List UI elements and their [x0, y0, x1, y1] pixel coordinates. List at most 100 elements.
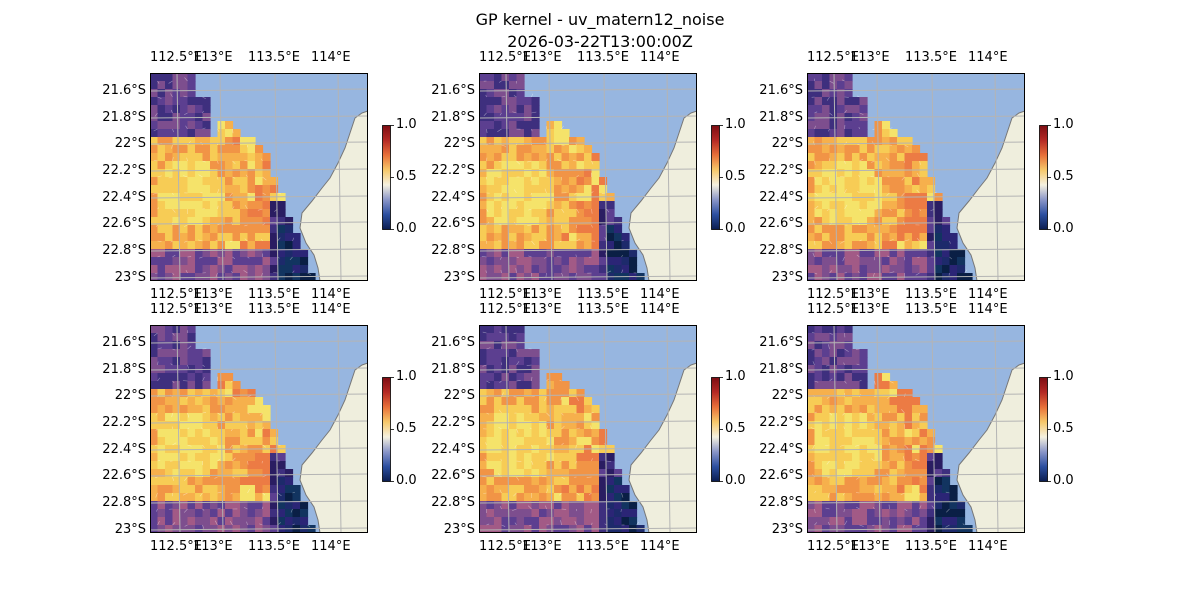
lat-tick-label: 22.6°S [102, 216, 146, 231]
lon-tick-label: 113.5°E [905, 302, 957, 317]
lat-tick-label: 22.4°S [102, 442, 146, 457]
lon-tick-label: 114°E [311, 287, 351, 302]
lat-tick-label: 22.8°S [431, 243, 475, 258]
lat-tick-label: 21.6°S [102, 335, 146, 350]
lon-tick-label: 112.5°E [479, 302, 531, 317]
lat-tick-label: 22°S [443, 388, 475, 403]
lon-tick-label: 112.5°E [807, 287, 859, 302]
lat-tick-label: 22.4°S [759, 190, 803, 205]
lon-tick-label: 114°E [640, 287, 680, 302]
lon-tick-label: 113°E [193, 302, 233, 317]
lon-tick-label: 113°E [850, 302, 890, 317]
lon-tick-label: 113°E [850, 50, 890, 65]
lat-tick-label: 23°S [114, 522, 146, 537]
colorbar-tick-label: 0.0 [1053, 221, 1074, 236]
lat-tick-label: 22.4°S [759, 442, 803, 457]
lon-tick-label: 113.5°E [905, 539, 957, 554]
lat-tick-label: 23°S [443, 270, 475, 285]
lat-tick-label: 22.6°S [431, 468, 475, 483]
lat-tick-label: 22.6°S [759, 468, 803, 483]
colorbar-tick-label: 0.5 [1053, 421, 1074, 436]
colorbar [382, 377, 394, 482]
lat-tick-label: 22°S [771, 136, 803, 151]
lon-tick-label: 112.5°E [479, 287, 531, 302]
lon-tick-label: 112.5°E [479, 539, 531, 554]
lon-tick-label: 113°E [522, 302, 562, 317]
map-frame [479, 73, 697, 281]
lon-tick-label: 113°E [522, 287, 562, 302]
colorbar-tick-label: 1.0 [396, 117, 417, 132]
colorbar-tick-label: 1.0 [725, 369, 746, 384]
lon-tick-label: 113.5°E [248, 302, 300, 317]
map-frame [479, 325, 697, 533]
colorbar-gradient [711, 125, 720, 230]
lat-tick-label: 22.8°S [102, 495, 146, 510]
velocity-arrows [481, 80, 637, 278]
lat-tick-label: 22.6°S [102, 468, 146, 483]
map-frame [807, 73, 1025, 281]
lat-tick-label: 23°S [771, 270, 803, 285]
lon-tick-label: 113°E [850, 287, 890, 302]
velocity-arrows [810, 332, 965, 528]
lon-tick-label: 112.5°E [807, 302, 859, 317]
colorbar-tick-label: 1.0 [1053, 369, 1074, 384]
map-plot [149, 72, 369, 282]
lon-tick-label: 114°E [968, 287, 1008, 302]
lon-tick-label: 113.5°E [577, 50, 629, 65]
lat-tick-label: 22.2°S [102, 415, 146, 430]
lon-tick-label: 113.5°E [905, 50, 957, 65]
colorbar-tick-label: 0.0 [725, 473, 746, 488]
graticule [478, 324, 698, 534]
colorbar-tick-label: 0.0 [1053, 473, 1074, 488]
lon-tick-label: 113°E [193, 50, 233, 65]
figure-title: GP kernel - uv_matern12_noise [475, 10, 725, 29]
lat-tick-label: 22.6°S [759, 216, 803, 231]
panel-6 [806, 324, 1026, 534]
panel-2 [478, 72, 698, 282]
lat-tick-label: 22°S [114, 136, 146, 151]
lat-tick-label: 22.4°S [102, 190, 146, 205]
panel-4 [149, 324, 369, 534]
lon-tick-label: 112.5°E [150, 539, 202, 554]
lat-tick-label: 21.6°S [431, 83, 475, 98]
lat-tick-label: 22.2°S [431, 163, 475, 178]
lat-tick-label: 22°S [443, 136, 475, 151]
lat-tick-label: 21.8°S [759, 110, 803, 125]
graticule [478, 72, 698, 282]
lat-tick-label: 23°S [771, 522, 803, 537]
map-plot [478, 324, 698, 534]
lon-tick-label: 112.5°E [807, 539, 859, 554]
colorbar-tick-label: 0.5 [396, 169, 417, 184]
lat-tick-label: 22°S [114, 388, 146, 403]
lat-tick-label: 21.6°S [759, 83, 803, 98]
lat-tick-label: 22.8°S [759, 495, 803, 510]
colorbar-tick-label: 0.5 [725, 169, 746, 184]
graticule [149, 72, 369, 282]
colorbar [1039, 125, 1051, 230]
lat-tick-label: 22.8°S [102, 243, 146, 258]
lat-tick-label: 22.4°S [431, 442, 475, 457]
lon-tick-label: 114°E [968, 302, 1008, 317]
lon-tick-label: 114°E [640, 302, 680, 317]
colorbar [382, 125, 394, 230]
colorbar [711, 125, 723, 230]
lat-tick-label: 21.8°S [431, 110, 475, 125]
gridded-field [807, 73, 973, 282]
lat-tick-label: 21.8°S [102, 362, 146, 377]
lon-tick-label: 113.5°E [248, 539, 300, 554]
colorbar-tick-label: 0.0 [396, 221, 417, 236]
colorbar-tick-label: 0.0 [725, 221, 746, 236]
lon-tick-label: 113°E [522, 539, 562, 554]
colorbar-tick-label: 0.5 [1053, 169, 1074, 184]
lon-tick-label: 113.5°E [248, 50, 300, 65]
lon-tick-label: 113°E [193, 287, 233, 302]
colorbar-gradient [711, 377, 720, 482]
map-frame [807, 325, 1025, 533]
figure-timestamp: 2026-03-22T13:00:00Z [507, 32, 693, 51]
lon-tick-label: 113.5°E [577, 287, 629, 302]
graticule [806, 72, 1026, 282]
lon-tick-label: 113°E [522, 50, 562, 65]
colorbar-tick-label: 0.0 [396, 473, 417, 488]
lat-tick-label: 22.4°S [431, 190, 475, 205]
lon-tick-label: 114°E [640, 539, 680, 554]
